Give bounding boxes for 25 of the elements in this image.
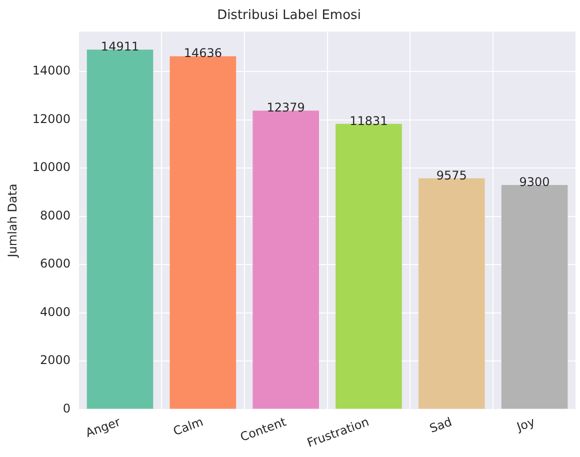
x-tick-label: Calm (171, 414, 206, 438)
y-axis-title: Jumlah Data (5, 184, 20, 258)
y-tick-label: 8000 (40, 208, 71, 222)
x-tick-label: Anger (84, 414, 122, 440)
y-tick-label: 14000 (32, 64, 71, 78)
y-tick-label: 4000 (40, 304, 71, 319)
y-tick-label: 10000 (32, 160, 71, 174)
y-tick-label: 2000 (40, 353, 71, 368)
data-label: 12379 (266, 100, 305, 115)
y-tick-label: 12000 (32, 112, 71, 126)
y-tick-label: 0 (62, 401, 71, 416)
data-label: 9300 (519, 174, 550, 189)
chart-title: Distribusi Label Emosi (217, 8, 361, 24)
x-tick-label: Joy (514, 414, 537, 434)
bar (252, 110, 319, 409)
y-tick-label: 6000 (40, 256, 71, 271)
data-label: 9575 (436, 168, 467, 182)
bar (501, 184, 568, 409)
data-label: 14911 (100, 40, 140, 54)
bar (170, 56, 236, 409)
x-tick-label: Sad (428, 414, 454, 436)
bar (336, 124, 402, 409)
bar (418, 178, 485, 409)
data-label: 14636 (184, 46, 222, 60)
bar (86, 50, 154, 409)
